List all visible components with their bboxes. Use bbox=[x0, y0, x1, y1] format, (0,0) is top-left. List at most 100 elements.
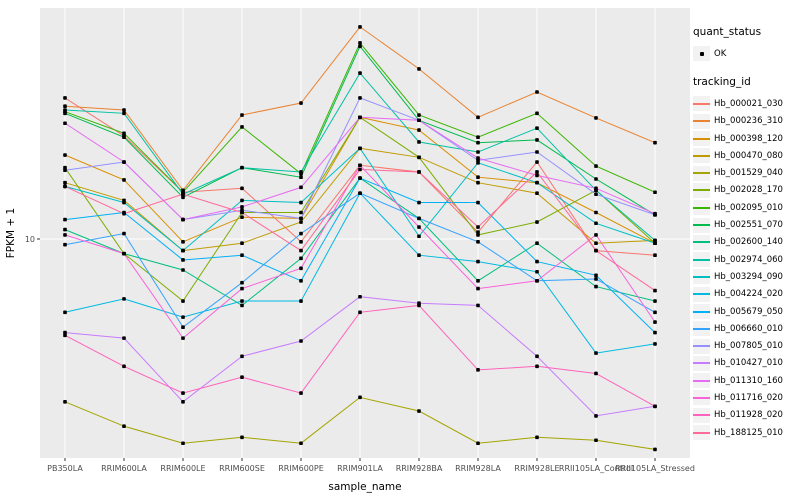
x-tick-label: RRIM600SE bbox=[219, 464, 265, 473]
line-swatch-icon bbox=[693, 172, 710, 175]
data-point bbox=[535, 150, 539, 154]
data-point bbox=[594, 116, 598, 120]
data-point bbox=[63, 330, 67, 335]
data-point bbox=[476, 303, 480, 308]
data-point bbox=[122, 297, 126, 301]
legend-items-tracking-id: Hb_000021_030 Hb_000236_310 Hb_000398_120 H… bbox=[693, 95, 799, 441]
data-point bbox=[299, 216, 303, 221]
line-swatch-icon bbox=[693, 102, 710, 105]
data-point bbox=[653, 310, 657, 315]
data-point bbox=[63, 184, 67, 189]
data-point bbox=[240, 354, 244, 359]
legend-item-label: Hb_005679_050 bbox=[714, 306, 783, 317]
legend-key-box bbox=[693, 252, 710, 268]
data-point bbox=[594, 277, 598, 281]
data-point bbox=[299, 185, 303, 190]
line-swatch-icon bbox=[693, 396, 710, 399]
data-point bbox=[63, 242, 67, 247]
legend-item-label: Hb_000470_080 bbox=[714, 150, 783, 161]
data-point bbox=[653, 299, 657, 303]
line-swatch-icon bbox=[693, 327, 710, 330]
legend: quant_status OK tracking_id Hb_000021_03… bbox=[693, 26, 799, 455]
data-point bbox=[122, 111, 126, 116]
data-point bbox=[240, 280, 244, 285]
legend-item: Hb_001529_040 bbox=[693, 164, 799, 181]
legend-item: Hb_011310_160 bbox=[693, 372, 799, 389]
data-point bbox=[653, 211, 657, 216]
data-point bbox=[535, 160, 539, 164]
data-point bbox=[122, 336, 126, 340]
legend-item: Hb_011716_020 bbox=[693, 389, 799, 406]
data-point bbox=[535, 279, 539, 283]
data-point bbox=[535, 259, 539, 264]
line-swatch-icon bbox=[693, 379, 710, 382]
legend-item: Hb_004224_020 bbox=[693, 286, 799, 303]
data-point bbox=[181, 336, 185, 340]
data-point bbox=[358, 25, 362, 29]
data-point bbox=[417, 200, 421, 205]
data-point bbox=[476, 286, 480, 291]
data-point bbox=[358, 294, 362, 299]
data-point bbox=[63, 104, 67, 109]
data-point bbox=[653, 447, 657, 452]
data-point bbox=[594, 210, 598, 215]
data-point bbox=[122, 135, 126, 140]
data-point bbox=[299, 175, 303, 180]
x-tick-label: RRII105LA_Stressed bbox=[615, 464, 695, 473]
legend-item-label: OK bbox=[714, 48, 727, 59]
data-point bbox=[63, 168, 67, 173]
data-point bbox=[476, 233, 480, 237]
data-point bbox=[535, 180, 539, 185]
data-point bbox=[535, 269, 539, 274]
data-point bbox=[535, 435, 539, 440]
data-point bbox=[181, 441, 185, 446]
y-tick-label: 10 bbox=[25, 235, 35, 244]
data-point bbox=[299, 391, 303, 395]
data-point bbox=[299, 240, 303, 244]
data-point bbox=[181, 217, 185, 222]
legend-item-ok: OK bbox=[693, 45, 799, 62]
data-point bbox=[181, 315, 185, 319]
data-point bbox=[476, 200, 480, 205]
x-axis-title: sample_name bbox=[328, 481, 401, 493]
data-point bbox=[63, 108, 67, 112]
data-point bbox=[594, 414, 598, 418]
x-tick-label: RRIM928BA bbox=[396, 464, 443, 473]
data-point bbox=[358, 310, 362, 315]
data-point bbox=[535, 111, 539, 116]
data-point bbox=[594, 221, 598, 226]
data-point bbox=[535, 220, 539, 224]
data-point bbox=[240, 125, 244, 129]
data-point bbox=[63, 96, 67, 100]
data-point bbox=[240, 253, 244, 257]
data-point bbox=[299, 339, 303, 343]
data-point bbox=[594, 284, 598, 289]
data-point bbox=[535, 364, 539, 369]
data-point bbox=[417, 170, 421, 174]
legend-item: Hb_188125_010 bbox=[693, 424, 799, 441]
legend-item-label: Hb_000021_030 bbox=[714, 98, 783, 109]
data-point bbox=[181, 391, 185, 395]
data-point bbox=[181, 325, 185, 330]
data-point bbox=[181, 240, 185, 244]
line-swatch-icon bbox=[693, 275, 710, 278]
data-point bbox=[63, 310, 67, 315]
data-point bbox=[417, 118, 421, 123]
legend-key-box bbox=[693, 390, 710, 406]
legend-item-label: Hb_011928_020 bbox=[714, 410, 783, 421]
legend-key-box bbox=[693, 338, 710, 354]
data-point bbox=[535, 126, 539, 130]
data-point bbox=[299, 200, 303, 205]
x-tick-label: RRIM901LA bbox=[337, 464, 383, 473]
legend-item: Hb_007805_010 bbox=[693, 337, 799, 354]
data-point bbox=[417, 225, 421, 229]
data-point bbox=[653, 288, 657, 293]
data-point bbox=[653, 330, 657, 335]
data-point bbox=[594, 192, 598, 197]
data-point bbox=[417, 140, 421, 144]
point-glyph-icon bbox=[699, 51, 704, 56]
data-point bbox=[417, 67, 421, 71]
data-point bbox=[240, 186, 244, 191]
legend-key-box bbox=[693, 355, 710, 371]
